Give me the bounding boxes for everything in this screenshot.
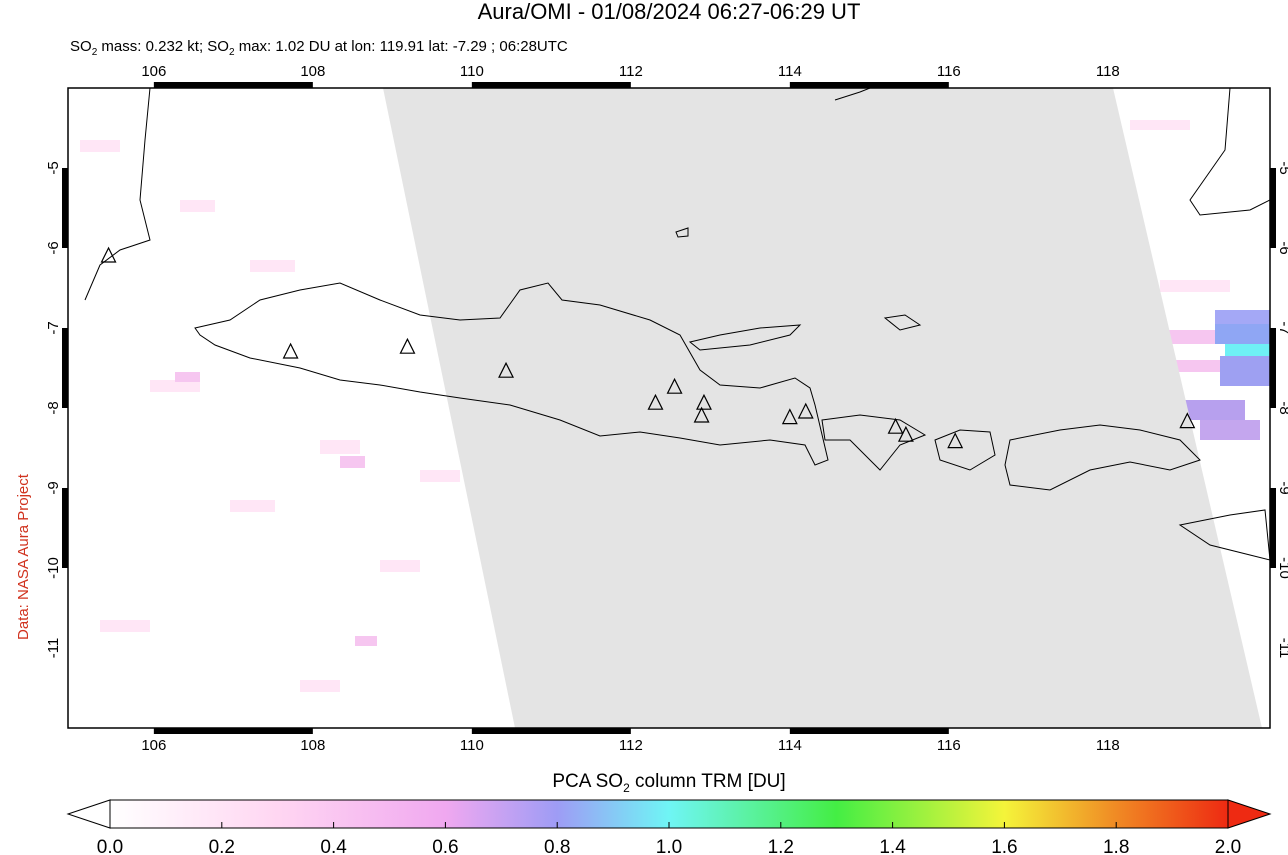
colorbar-tick-label: 1.8 xyxy=(1103,837,1129,855)
colorbar-tick-label: 0.4 xyxy=(320,837,347,855)
so2-pixels-strong xyxy=(175,330,1225,646)
x-tick-label-bottom: 118 xyxy=(1096,737,1120,754)
volcano xyxy=(887,417,904,434)
x-tick-label-top: 108 xyxy=(300,63,325,80)
border-band xyxy=(1270,168,1276,248)
y-tick-label-right: -8 xyxy=(1276,401,1288,414)
frame-border xyxy=(62,82,1276,734)
volcano xyxy=(947,432,964,449)
border-band xyxy=(62,488,68,568)
colorbar-label: PCA SO2 column TRM [DU] xyxy=(552,771,785,795)
volcano xyxy=(696,393,712,410)
colorbar-tick-label: 1.0 xyxy=(656,837,682,855)
so2-pixels xyxy=(80,120,1230,692)
volcano xyxy=(781,408,798,425)
border-band xyxy=(471,82,631,88)
subtitle-sub: 2 xyxy=(92,47,98,58)
title: Aura/OMI - 01/08/2024 06:27-06:29 UT xyxy=(478,0,861,24)
y-tick-label-left: -5 xyxy=(45,161,62,174)
coastlines xyxy=(84,88,1270,561)
subtitle-part: max: 1.02 DU at lon: 119.91 lat: -7.29 ;… xyxy=(235,38,568,55)
x-tick-label-top: 118 xyxy=(1096,63,1120,80)
y-tick-label-right: -7 xyxy=(1276,321,1288,334)
x-tick-label-top: 112 xyxy=(619,63,643,80)
volcano xyxy=(666,377,683,394)
colorbar-tick-label: 0.0 xyxy=(97,837,123,855)
y-tick-label-left: -7 xyxy=(45,321,62,334)
volcano xyxy=(498,361,515,378)
colorbar-tick-label: 1.6 xyxy=(991,837,1017,855)
border-band xyxy=(471,728,631,734)
border-band xyxy=(789,728,949,734)
y-tick-label-right: -6 xyxy=(1276,241,1288,254)
credit: Data: NASA Aura Project xyxy=(15,473,32,640)
y-tick-label-right: -9 xyxy=(1276,481,1288,494)
border-band xyxy=(1270,328,1276,408)
border-band xyxy=(62,168,68,248)
colorbar-low-arrow xyxy=(66,799,111,829)
x-tick-label-top: 110 xyxy=(460,63,484,80)
y-tick-label-right: -10 xyxy=(1276,557,1288,579)
subtitle: SO2 mass: 0.232 kt; SO2 max: 1.02 DU at … xyxy=(70,38,568,58)
volcano xyxy=(897,425,914,442)
y-tick-label-left: -6 xyxy=(45,241,62,254)
volcano xyxy=(282,342,299,359)
colorbar-ticks: 0.0 0.2 0.4 0.6 0.8 1.0 1.2 1.4 1.6 1.8 2.0 xyxy=(97,822,1241,855)
border-band xyxy=(789,82,949,88)
volcano xyxy=(647,393,664,410)
x-tick-label-bottom: 116 xyxy=(937,737,961,754)
no-data-swath xyxy=(383,88,1262,728)
subtitle-sub: 2 xyxy=(229,47,235,58)
colorbar-label-part: PCA SO xyxy=(552,771,623,792)
y-tick-label-left: -8 xyxy=(45,401,62,414)
colorbar-tick-label: 1.4 xyxy=(879,837,906,855)
volcano xyxy=(399,337,416,354)
map-area xyxy=(68,88,1270,728)
border-band xyxy=(153,728,313,734)
so2-pixels-high xyxy=(1185,310,1270,440)
x-tick-label-top: 106 xyxy=(141,63,166,80)
colorbar-tick-label: 1.2 xyxy=(768,837,794,855)
y-tick-label-left: -9 xyxy=(45,481,62,494)
volcano xyxy=(797,402,814,419)
border-band xyxy=(1270,488,1276,568)
x-tick-label-top: 114 xyxy=(778,63,802,80)
y-tick-label-left: -11 xyxy=(45,638,62,659)
x-tick-label-bottom: 110 xyxy=(460,737,484,754)
x-tick-label-bottom: 114 xyxy=(778,737,802,754)
colorbar-label-part: column TRM [DU] xyxy=(630,771,786,792)
colorbar-tick-label: 0.2 xyxy=(209,837,235,855)
colorbar-high-arrow xyxy=(1227,799,1272,829)
volcanoes xyxy=(100,246,1196,449)
colorbar-tick-label: 0.8 xyxy=(544,837,570,855)
x-tick-label-bottom: 108 xyxy=(300,737,325,754)
volcano xyxy=(100,246,117,263)
tick-labels: 106 106 108 108 110 110 112 112 114 114 116 116 118 1… xyxy=(45,63,1288,754)
y-tick-label-left: -10 xyxy=(45,557,62,579)
y-tick-label-right: -5 xyxy=(1276,161,1288,174)
volcano xyxy=(693,406,710,423)
volcano xyxy=(1179,412,1196,429)
border-band xyxy=(153,82,313,88)
subtitle-part: SO xyxy=(70,38,92,55)
y-tick-label-right: -11 xyxy=(1276,638,1288,659)
colorbar-tick-label: 0.6 xyxy=(432,837,458,855)
border-band xyxy=(62,328,68,408)
subtitle-part: mass: 0.232 kt; SO xyxy=(97,38,229,55)
x-tick-label-bottom: 106 xyxy=(141,737,166,754)
colorbar-tick-label: 2.0 xyxy=(1215,837,1241,855)
x-tick-label-bottom: 112 xyxy=(619,737,643,754)
x-tick-label-top: 116 xyxy=(937,63,961,80)
colorbar-label-sub: 2 xyxy=(623,781,630,795)
